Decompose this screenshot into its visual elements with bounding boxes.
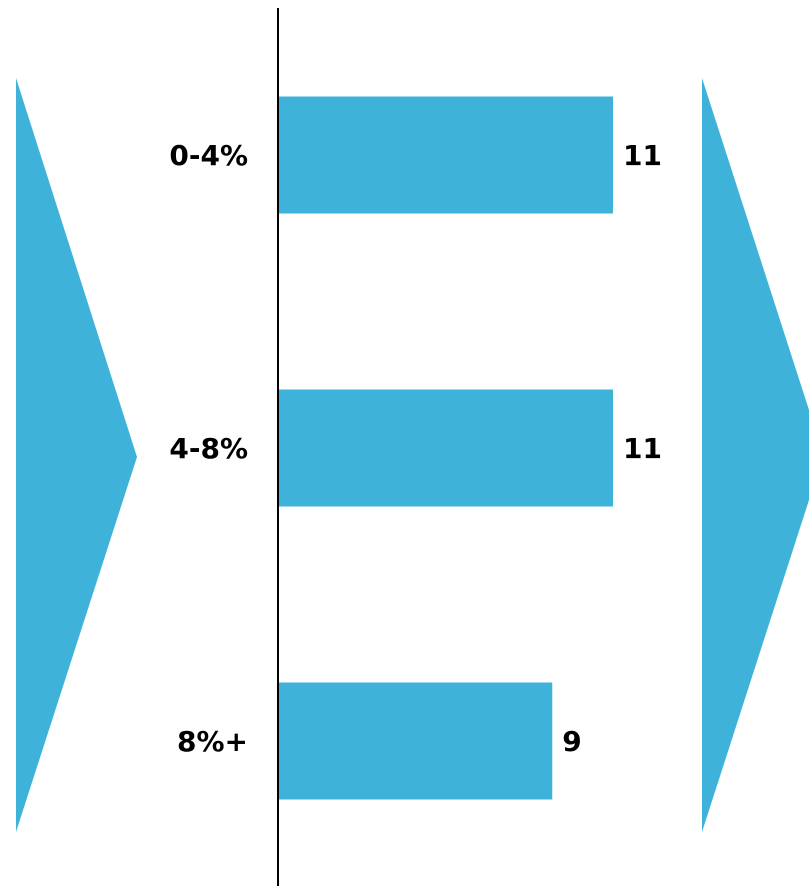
left-chevron-icon: [16, 78, 137, 832]
bar-value-label: 9: [562, 725, 581, 758]
bar-value-label: 11: [623, 432, 662, 465]
tick-labels-group: 0-4% 4-8% 8%+: [169, 139, 248, 758]
category-tick-label: 0-4%: [169, 139, 248, 172]
bar-value-label: 11: [623, 139, 662, 172]
category-tick-label: 4-8%: [169, 432, 248, 465]
bar-1: [279, 96, 613, 214]
bar-3: [279, 682, 553, 800]
right-chevron-icon: [702, 78, 809, 832]
bar-2: [279, 389, 613, 507]
category-tick-label: 8%+: [177, 725, 248, 758]
bars-group: [279, 96, 613, 800]
value-labels-group: 11 11 9: [562, 139, 662, 758]
